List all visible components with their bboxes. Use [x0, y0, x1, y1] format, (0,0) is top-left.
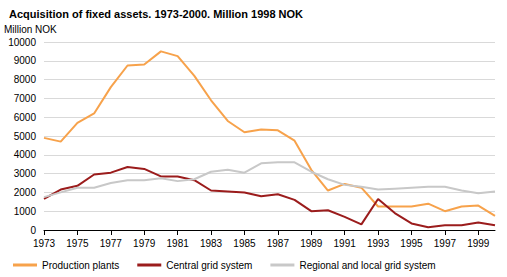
svg-text:1993: 1993	[367, 238, 390, 249]
svg-text:Million NOK: Million NOK	[4, 24, 57, 35]
svg-text:1981: 1981	[167, 238, 190, 249]
svg-text:9000: 9000	[14, 55, 37, 66]
svg-text:0: 0	[30, 225, 36, 236]
svg-text:2000: 2000	[14, 187, 37, 198]
svg-text:6000: 6000	[14, 112, 37, 123]
svg-text:1997: 1997	[434, 238, 457, 249]
svg-text:1000: 1000	[14, 206, 37, 217]
svg-text:3000: 3000	[14, 168, 37, 179]
svg-text:1973: 1973	[33, 238, 56, 249]
svg-text:Acquisition of fixed assets. 1: Acquisition of fixed assets. 1973-2000. …	[9, 8, 303, 20]
svg-text:Regional and local grid system: Regional and local grid system	[299, 260, 435, 271]
svg-text:7000: 7000	[14, 93, 37, 104]
svg-text:10000: 10000	[8, 37, 36, 48]
svg-text:1987: 1987	[267, 238, 290, 249]
svg-text:4000: 4000	[14, 149, 37, 160]
svg-text:1995: 1995	[400, 238, 423, 249]
svg-text:Central grid system: Central grid system	[166, 260, 252, 271]
svg-text:8000: 8000	[14, 74, 37, 85]
svg-text:1985: 1985	[233, 238, 256, 249]
svg-text:1999: 1999	[467, 238, 490, 249]
svg-text:1989: 1989	[300, 238, 323, 249]
svg-text:1983: 1983	[200, 238, 223, 249]
svg-text:1991: 1991	[334, 238, 357, 249]
svg-text:5000: 5000	[14, 131, 37, 142]
svg-text:Production plants: Production plants	[42, 260, 119, 271]
svg-text:1975: 1975	[66, 238, 89, 249]
svg-text:1977: 1977	[100, 238, 123, 249]
svg-text:1979: 1979	[133, 238, 156, 249]
